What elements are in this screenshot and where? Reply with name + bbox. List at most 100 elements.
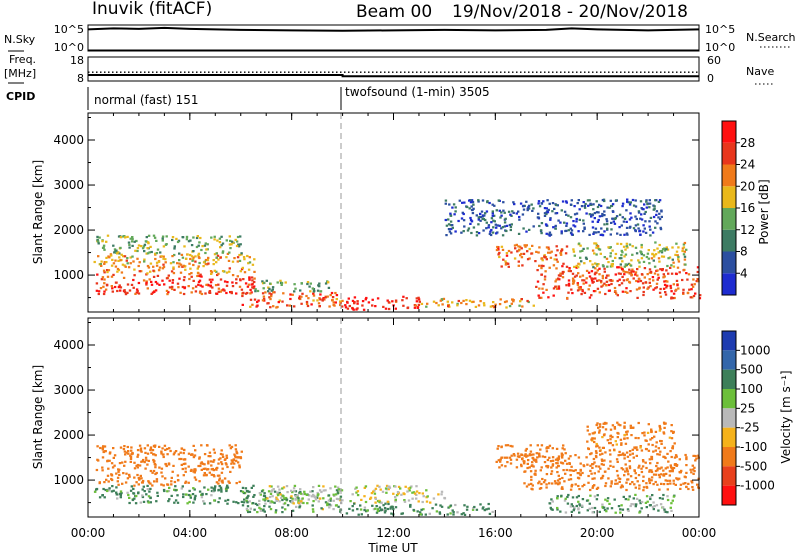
- velocity-echo-cell: [230, 445, 234, 448]
- power-echo-cell: [124, 265, 127, 268]
- power-echo-cell: [596, 279, 599, 282]
- velocity-echo-cell: [207, 468, 210, 471]
- power-echo-cell: [624, 290, 627, 293]
- velocity-echo-cell: [385, 491, 388, 494]
- velocity-colorbar-tick-label: -1000: [740, 479, 775, 493]
- velocity-echo-cell: [292, 502, 295, 505]
- velocity-echo-cell: [577, 507, 580, 510]
- velocity-echo-cell: [336, 492, 339, 495]
- velocity-echo-cell: [231, 466, 235, 469]
- velocity-echo-cell: [546, 464, 549, 468]
- power-echo-cell: [102, 269, 106, 272]
- velocity-echo-cell: [320, 490, 323, 494]
- velocity-echo-cell: [530, 475, 533, 478]
- time-axis-title: Time UT: [367, 541, 418, 554]
- velocity-echo-cell: [650, 476, 654, 479]
- velocity-colorbar-label: Velocity [m s⁻¹]: [779, 370, 793, 463]
- velocity-echo-cell: [606, 497, 610, 500]
- power-echo-cell: [316, 299, 319, 302]
- power-echo-cell: [640, 257, 644, 260]
- power-echo-cell: [437, 304, 440, 307]
- power-echo-cell: [621, 202, 625, 205]
- power-echo-cell: [600, 281, 603, 284]
- power-echo-cell: [143, 250, 146, 253]
- power-echo-cell: [312, 299, 315, 302]
- power-echo-cell: [598, 267, 601, 270]
- velocity-echo-cell: [537, 482, 540, 485]
- velocity-echo-cell: [545, 483, 548, 486]
- power-echo-cell: [516, 250, 519, 253]
- power-echo-cell: [560, 250, 563, 253]
- velocity-echo-cell: [559, 461, 563, 464]
- power-echo-cell: [470, 205, 473, 208]
- velocity-echo-cell: [223, 458, 227, 461]
- velocity-echo-cell: [615, 443, 618, 446]
- velocity-echo-cell: [574, 483, 577, 486]
- velocity-echo-cell: [587, 474, 590, 478]
- power-echo-cell: [148, 251, 151, 254]
- power-echo-cell: [617, 266, 620, 269]
- power-echo-cell: [465, 205, 469, 209]
- power-echo-cell: [672, 283, 675, 286]
- power-echo-cell: [603, 267, 606, 270]
- power-echo-cell: [669, 287, 673, 290]
- velocity-echo-cell: [696, 483, 699, 486]
- power-echo-cell: [453, 213, 456, 216]
- power-echo-cell: [616, 232, 619, 235]
- power-echo-cell: [184, 268, 187, 271]
- velocity-echo-cell: [689, 468, 692, 471]
- power-echo-cell: [538, 224, 541, 228]
- power-echo-cell: [479, 216, 483, 219]
- power-echo-cell: [545, 258, 548, 261]
- power-echo-cell: [540, 202, 543, 205]
- power-echo-cell: [96, 235, 99, 238]
- velocity-echo-cell: [334, 493, 338, 496]
- velocity-echo-cell: [217, 501, 220, 504]
- velocity-echo-cell: [270, 485, 273, 488]
- power-echo-cell: [615, 199, 618, 202]
- power-echo-cell: [190, 272, 193, 275]
- velocity-echo-cell: [571, 505, 574, 508]
- velocity-echo-cell: [504, 444, 508, 447]
- velocity-echo-cell: [192, 456, 196, 459]
- velocity-echo-cell: [526, 462, 529, 465]
- power-echo-cell: [635, 288, 639, 291]
- power-echo-cell: [256, 304, 259, 307]
- velocity-echo-cell: [579, 462, 582, 465]
- velocity-echo-cell: [403, 499, 406, 502]
- power-echo-cell: [656, 269, 659, 272]
- power-echo-cell: [178, 262, 181, 265]
- power-echo-cell: [209, 270, 213, 273]
- power-echo-cell: [97, 290, 101, 293]
- power-echo-cell: [219, 278, 223, 281]
- velocity-echo-cell: [644, 501, 648, 504]
- power-echo-cell: [640, 213, 643, 216]
- power-echo-cell: [520, 298, 523, 301]
- velocity-echo-cell: [598, 429, 601, 432]
- power-echo-cell: [445, 224, 449, 227]
- power-echo-cell: [156, 248, 160, 251]
- power-echo-cell: [554, 227, 557, 230]
- velocity-echo-cell: [616, 436, 619, 439]
- power-echo-cell: [631, 253, 634, 256]
- power-echo-cell: [662, 276, 665, 279]
- power-echo-cell: [621, 260, 624, 263]
- power-echo-cell: [639, 279, 643, 283]
- power-echo-cell: [597, 231, 600, 234]
- velocity-echo-cell: [609, 460, 612, 463]
- velocity-echo-cell: [213, 499, 216, 502]
- velocity-echo-cell: [107, 467, 110, 470]
- velocity-echo-cell: [394, 496, 397, 499]
- power-echo-cell: [489, 230, 492, 233]
- power-echo-cell: [417, 303, 421, 306]
- velocity-echo-cell: [668, 479, 672, 482]
- power-echo-cell: [131, 236, 134, 239]
- velocity-echo-cell: [140, 481, 144, 484]
- velocity-echo-cell: [591, 437, 594, 440]
- power-echo-cell: [637, 259, 640, 262]
- velocity-echo-cell: [510, 454, 513, 457]
- velocity-echo-cell: [673, 456, 677, 459]
- velocity-echo-cell: [577, 494, 580, 498]
- velocity-echo-cell: [142, 485, 145, 488]
- power-echo-cell: [101, 240, 104, 243]
